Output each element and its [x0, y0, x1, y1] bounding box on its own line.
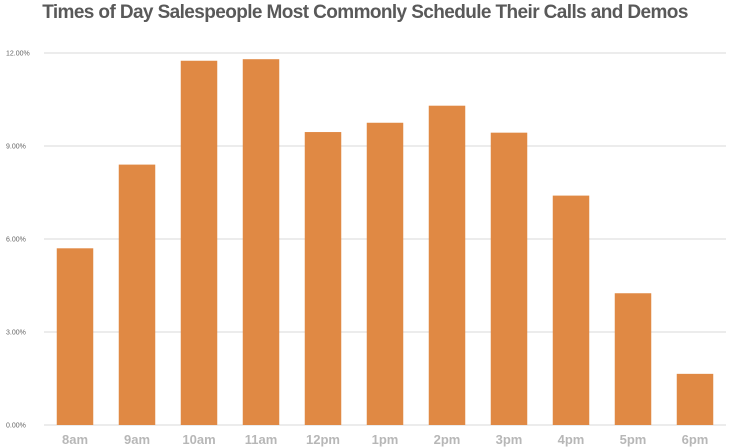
y-tick-label: 12.00% [6, 51, 30, 58]
x-tick-label: 12pm [306, 432, 340, 447]
y-tick-label: 9.00% [6, 144, 26, 151]
x-tick-label: 4pm [558, 432, 585, 447]
bar-1pm [366, 122, 404, 425]
x-tick-label: 9am [124, 432, 150, 447]
x-tick-label: 3pm [496, 432, 523, 447]
bar-8am [56, 248, 94, 425]
bar-12pm [304, 132, 342, 426]
x-axis-ticks: 8am 9am 10am 11am 12pm 1pm 2pm 3pm 4pm 5pm 6pm [62, 432, 708, 447]
x-tick-label: 5pm [620, 432, 647, 447]
x-tick-label: 1pm [372, 432, 399, 447]
x-tick-label: 8am [62, 432, 88, 447]
bar-10am [180, 60, 218, 425]
bar-3pm [490, 132, 528, 426]
bar-11am [242, 59, 280, 425]
y-tick-label: 6.00% [6, 237, 26, 244]
y-tick-label: 3.00% [6, 330, 26, 337]
bars [56, 59, 714, 426]
y-tick-label: 0.00% [6, 423, 26, 430]
bar-9am [118, 164, 156, 425]
bar-2pm [428, 105, 466, 425]
x-tick-label: 2pm [434, 432, 461, 447]
x-tick-label: 6pm [682, 432, 709, 447]
x-tick-label: 10am [182, 432, 215, 447]
bar-6pm [676, 373, 714, 425]
x-tick-label: 11am [245, 432, 278, 447]
bar-5pm [614, 293, 652, 425]
chart-title: Times of Day Salespeople Most Commonly S… [42, 2, 688, 23]
bar-4pm [552, 195, 590, 425]
y-axis-ticks: 0.00% 3.00% 6.00% 9.00% 12.00% [6, 51, 30, 430]
